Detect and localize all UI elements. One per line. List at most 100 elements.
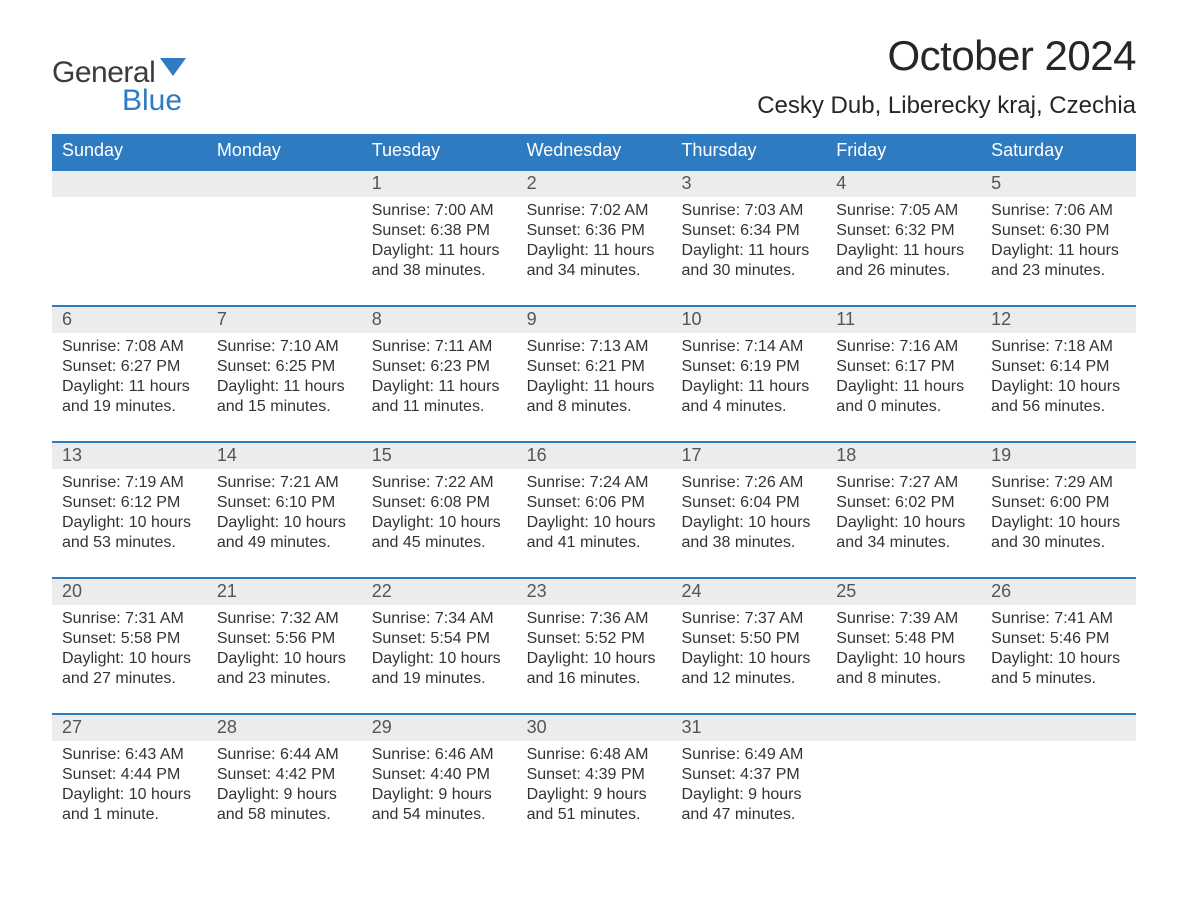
- sunset: Sunset: 6:32 PM: [836, 221, 971, 241]
- daylight-2: and 0 minutes.: [836, 397, 971, 417]
- day-number-row: 13: [52, 443, 207, 469]
- day-cell: 1Sunrise: 7:00 AMSunset: 6:38 PMDaylight…: [362, 171, 517, 287]
- sunrise: Sunrise: 7:21 AM: [217, 473, 352, 493]
- sunrise: Sunrise: 7:32 AM: [217, 609, 352, 629]
- day-number-row: 30: [517, 715, 672, 741]
- day-number: 11: [836, 309, 855, 329]
- day-cell: 31Sunrise: 6:49 AMSunset: 4:37 PMDayligh…: [671, 715, 826, 831]
- day-number: 30: [527, 717, 547, 737]
- sunset: Sunset: 6:19 PM: [681, 357, 816, 377]
- sunset: Sunset: 5:50 PM: [681, 629, 816, 649]
- sunrise: Sunrise: 7:24 AM: [527, 473, 662, 493]
- day-cell: .: [52, 171, 207, 287]
- sunset: Sunset: 6:34 PM: [681, 221, 816, 241]
- sunset: Sunset: 4:42 PM: [217, 765, 352, 785]
- sunset: Sunset: 6:00 PM: [991, 493, 1126, 513]
- day-number: 14: [217, 445, 237, 465]
- day-number: 20: [62, 581, 82, 601]
- col-monday: Monday: [207, 134, 362, 169]
- day-number-row: 6: [52, 307, 207, 333]
- sunset: Sunset: 6:30 PM: [991, 221, 1126, 241]
- daylight-1: Daylight: 11 hours: [372, 377, 507, 397]
- day-number: 3: [681, 173, 691, 193]
- day-number: 27: [62, 717, 82, 737]
- logo-word2: Blue: [122, 84, 186, 118]
- day-number-row: 11: [826, 307, 981, 333]
- sunset: Sunset: 6:12 PM: [62, 493, 197, 513]
- daylight-1: Daylight: 10 hours: [681, 513, 816, 533]
- day-number: 10: [681, 309, 701, 329]
- day-number-row: 20: [52, 579, 207, 605]
- sunrise: Sunrise: 6:49 AM: [681, 745, 816, 765]
- day-cell: 13Sunrise: 7:19 AMSunset: 6:12 PMDayligh…: [52, 443, 207, 559]
- sunrise: Sunrise: 7:16 AM: [836, 337, 971, 357]
- daylight-1: Daylight: 11 hours: [681, 377, 816, 397]
- day-cell: 8Sunrise: 7:11 AMSunset: 6:23 PMDaylight…: [362, 307, 517, 423]
- sunrise: Sunrise: 7:34 AM: [372, 609, 507, 629]
- sunrise: Sunrise: 7:19 AM: [62, 473, 197, 493]
- sunset: Sunset: 5:58 PM: [62, 629, 197, 649]
- daylight-1: Daylight: 10 hours: [62, 649, 197, 669]
- sunrise: Sunrise: 7:39 AM: [836, 609, 971, 629]
- day-number-row: 18: [826, 443, 981, 469]
- day-number: 23: [527, 581, 547, 601]
- day-number: 1: [372, 173, 382, 193]
- sunset: Sunset: 6:38 PM: [372, 221, 507, 241]
- daylight-1: Daylight: 11 hours: [991, 241, 1126, 261]
- sunset: Sunset: 6:27 PM: [62, 357, 197, 377]
- day-number: 28: [217, 717, 237, 737]
- week-row: 20Sunrise: 7:31 AMSunset: 5:58 PMDayligh…: [52, 577, 1136, 695]
- daylight-2: and 34 minutes.: [836, 533, 971, 553]
- day-number-row: 19: [981, 443, 1136, 469]
- day-cell: 15Sunrise: 7:22 AMSunset: 6:08 PMDayligh…: [362, 443, 517, 559]
- sunset: Sunset: 6:06 PM: [527, 493, 662, 513]
- daylight-2: and 47 minutes.: [681, 805, 816, 825]
- sunrise: Sunrise: 7:10 AM: [217, 337, 352, 357]
- sunrise: Sunrise: 7:00 AM: [372, 201, 507, 221]
- daylight-1: Daylight: 10 hours: [372, 649, 507, 669]
- col-tuesday: Tuesday: [362, 134, 517, 169]
- day-number: 6: [62, 309, 72, 329]
- day-cell: 25Sunrise: 7:39 AMSunset: 5:48 PMDayligh…: [826, 579, 981, 695]
- daylight-1: Daylight: 11 hours: [836, 241, 971, 261]
- day-cell: 27Sunrise: 6:43 AMSunset: 4:44 PMDayligh…: [52, 715, 207, 831]
- daylight-2: and 30 minutes.: [681, 261, 816, 281]
- day-number-row: 29: [362, 715, 517, 741]
- day-cell: 5Sunrise: 7:06 AMSunset: 6:30 PMDaylight…: [981, 171, 1136, 287]
- day-number-row: 26: [981, 579, 1136, 605]
- day-number: 31: [681, 717, 701, 737]
- day-headers: Sunday Monday Tuesday Wednesday Thursday…: [52, 134, 1136, 169]
- day-number-row: 3: [671, 171, 826, 197]
- daylight-2: and 8 minutes.: [527, 397, 662, 417]
- day-cell: 12Sunrise: 7:18 AMSunset: 6:14 PMDayligh…: [981, 307, 1136, 423]
- daylight-1: Daylight: 10 hours: [836, 649, 971, 669]
- daylight-1: Daylight: 10 hours: [681, 649, 816, 669]
- day-number: 16: [527, 445, 547, 465]
- day-number-row: 28: [207, 715, 362, 741]
- daylight-2: and 19 minutes.: [372, 669, 507, 689]
- day-cell: 24Sunrise: 7:37 AMSunset: 5:50 PMDayligh…: [671, 579, 826, 695]
- day-cell: 7Sunrise: 7:10 AMSunset: 6:25 PMDaylight…: [207, 307, 362, 423]
- day-number: 13: [62, 445, 82, 465]
- sunset: Sunset: 4:44 PM: [62, 765, 197, 785]
- day-number-row: .: [52, 171, 207, 197]
- daylight-1: Daylight: 10 hours: [991, 377, 1126, 397]
- day-cell: .: [826, 715, 981, 831]
- daylight-2: and 23 minutes.: [991, 261, 1126, 281]
- daylight-1: Daylight: 11 hours: [217, 377, 352, 397]
- day-cell: 23Sunrise: 7:36 AMSunset: 5:52 PMDayligh…: [517, 579, 672, 695]
- day-cell: 18Sunrise: 7:27 AMSunset: 6:02 PMDayligh…: [826, 443, 981, 559]
- sunset: Sunset: 4:40 PM: [372, 765, 507, 785]
- sunrise: Sunrise: 7:26 AM: [681, 473, 816, 493]
- sunrise: Sunrise: 7:41 AM: [991, 609, 1126, 629]
- daylight-2: and 34 minutes.: [527, 261, 662, 281]
- sunset: Sunset: 6:21 PM: [527, 357, 662, 377]
- day-number: 9: [527, 309, 537, 329]
- day-number-row: 16: [517, 443, 672, 469]
- day-number-row: 12: [981, 307, 1136, 333]
- sunrise: Sunrise: 7:13 AM: [527, 337, 662, 357]
- daylight-1: Daylight: 11 hours: [527, 241, 662, 261]
- day-cell: 30Sunrise: 6:48 AMSunset: 4:39 PMDayligh…: [517, 715, 672, 831]
- day-number-row: 4: [826, 171, 981, 197]
- daylight-1: Daylight: 10 hours: [991, 513, 1126, 533]
